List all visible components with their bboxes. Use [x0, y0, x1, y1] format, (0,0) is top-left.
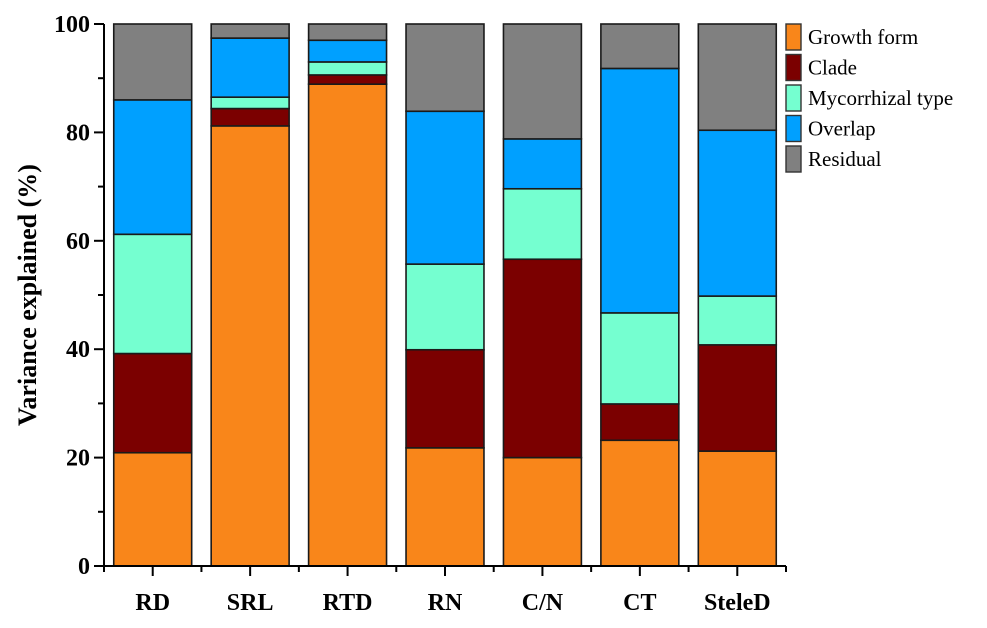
legend-label: Mycorrhizal type [808, 86, 953, 110]
bar-segment-growth-form-c-n [502, 456, 583, 567]
x-tick-label: RD [135, 590, 170, 616]
bars-group [112, 23, 778, 567]
bar-segment-mycorrhizal-type-rtd [307, 61, 388, 76]
bar-segment-overlap-srl [210, 37, 290, 98]
bar-segment-residual-rn [405, 23, 485, 113]
legend-label: Clade [808, 56, 857, 80]
bar-segment-overlap-rn [405, 110, 485, 265]
x-tick-label: CT [623, 590, 656, 616]
bar-segment-clade-rd [112, 352, 193, 454]
bar-segment-mycorrhizal-type-rd [112, 233, 193, 355]
y-tick-label: 60 [66, 229, 90, 255]
x-tick-label: RTD [323, 590, 373, 616]
bar-segment-residual-c-n [502, 23, 583, 140]
legend-swatch [785, 145, 802, 173]
bar-segment-clade-rn [405, 348, 485, 449]
bar-segment-growth-form-rtd [307, 83, 388, 567]
bar-segment-mycorrhizal-type-rn [405, 263, 485, 351]
y-tick-label: 100 [54, 12, 90, 38]
y-tick-label: 0 [78, 554, 90, 580]
bar-segment-mycorrhizal-type-ct [600, 312, 680, 405]
bar-segment-clade-ct [600, 403, 680, 442]
legend-swatch [785, 114, 802, 143]
bar-segment-growth-form-rn [405, 447, 485, 567]
x-tick-label: SRL [227, 590, 274, 616]
axes-group: 0 20 40 60 80 100 RD SRL RTD RN C/N CT SteleD [54, 12, 787, 616]
y-tick-label: 40 [66, 337, 90, 363]
bar-segment-overlap-ct [600, 67, 680, 314]
bar-segment-growth-form-srl [210, 125, 290, 567]
y-tick-label: 80 [66, 120, 90, 146]
bar-segment-growth-form-rd [112, 451, 193, 567]
legend-label: Growth form [808, 25, 918, 49]
bar-segment-mycorrhizal-type-steled [697, 295, 778, 346]
bar-segment-residual-ct [600, 23, 680, 70]
bar-segment-overlap-steled [697, 129, 778, 297]
bar-segment-mycorrhizal-type-srl [210, 96, 290, 110]
legend-label: Overlap [808, 117, 876, 141]
bar-segment-residual-rtd [307, 23, 388, 42]
bar-segment-growth-form-steled [697, 450, 778, 567]
bar-segment-clade-rtd [307, 74, 388, 85]
bar-segment-clade-steled [697, 344, 778, 452]
y-tick-label: 20 [66, 446, 90, 472]
x-tick-label: RN [428, 590, 463, 616]
y-axis-label: Variance explained (%) [13, 164, 42, 426]
legend-swatch [785, 53, 802, 82]
legend-swatch [785, 84, 802, 112]
legend-label: Residual [808, 147, 882, 171]
bar-segment-growth-form-ct [600, 439, 680, 567]
bar-segment-residual-steled [697, 23, 778, 132]
bar-segment-clade-srl [210, 107, 290, 127]
bar-segment-residual-rd [112, 23, 193, 101]
bar-segment-overlap-rd [112, 99, 193, 236]
legend: Growth form Clade Mycorrhizal type Overlap R… [785, 23, 953, 173]
bar-segment-residual-srl [210, 23, 290, 39]
bar-segment-overlap-c-n [502, 138, 583, 190]
bar-segment-mycorrhizal-type-c-n [502, 187, 583, 261]
x-tick-label: SteleD [704, 590, 771, 616]
bar-segment-overlap-rtd [307, 39, 388, 63]
legend-swatch [785, 23, 802, 51]
bar-segment-clade-c-n [502, 258, 583, 459]
x-tick-label: C/N [522, 590, 564, 616]
